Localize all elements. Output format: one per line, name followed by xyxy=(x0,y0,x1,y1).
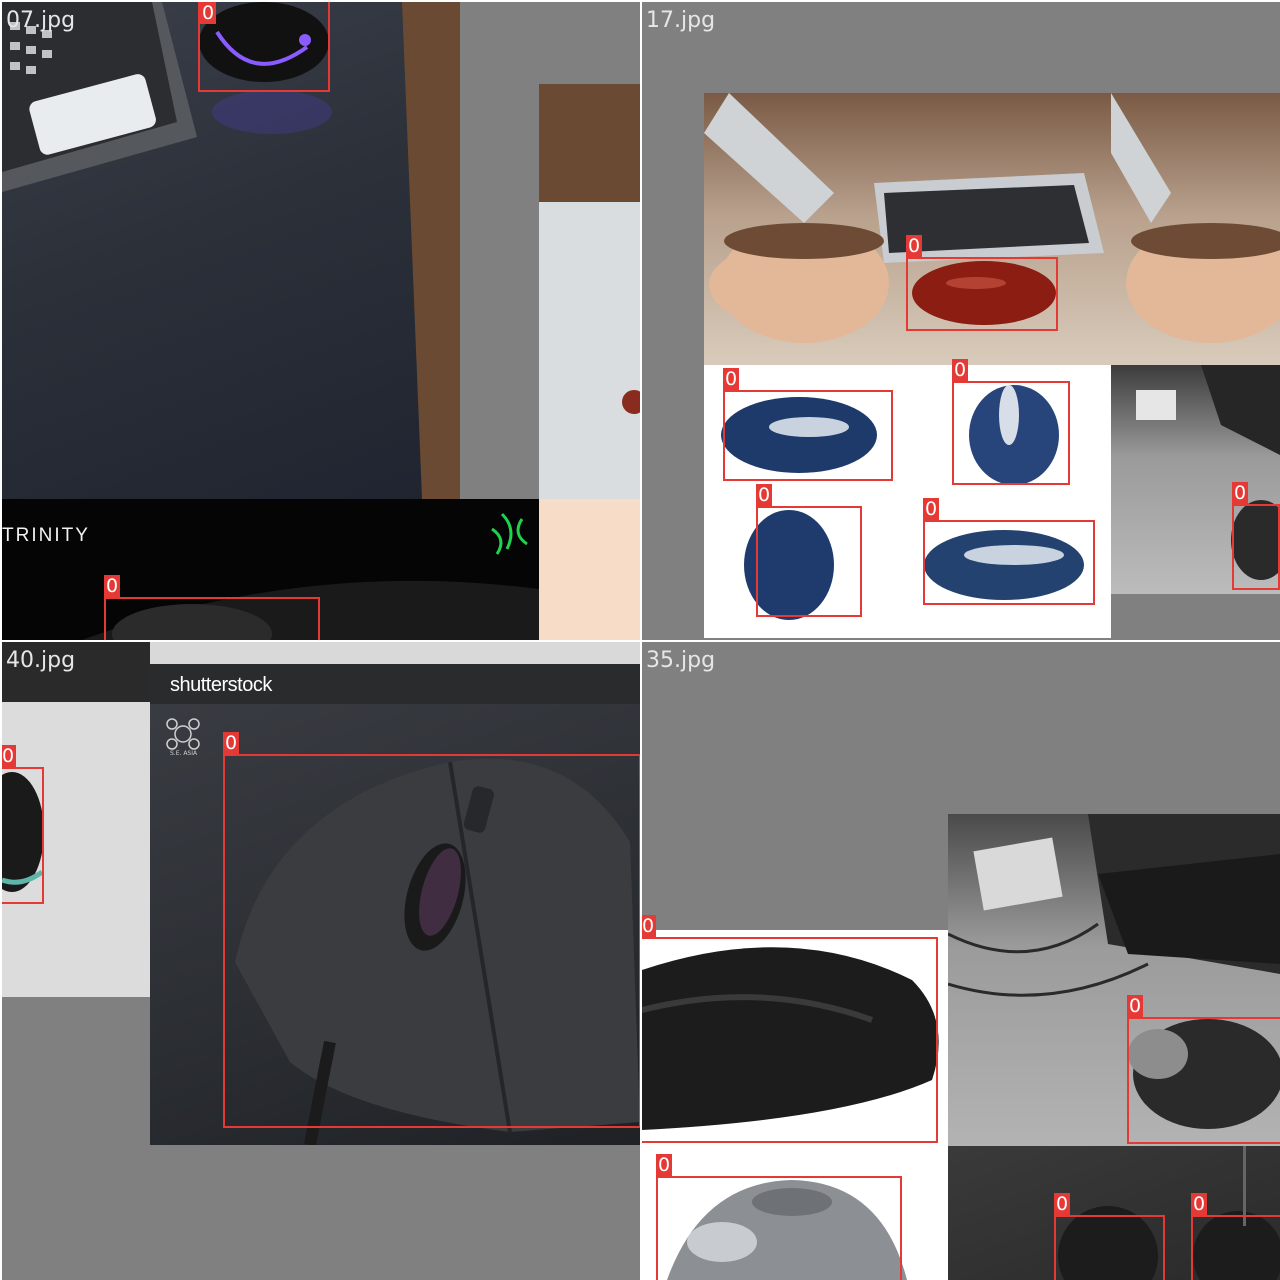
bbox-black-mouse: 0 xyxy=(223,732,640,1128)
scene-drawing xyxy=(2,2,460,499)
photo-bw-desk xyxy=(948,814,1280,1146)
image-filename: 35.jpg xyxy=(646,648,716,673)
bbox-label: 0 xyxy=(223,732,240,754)
photo-peach-strip xyxy=(539,499,640,640)
bbox-red-mouse: 0 xyxy=(906,235,1058,331)
quadrant-07: TRINITY 0 0 07.jpg xyxy=(2,2,640,640)
bbox-label: 0 xyxy=(906,235,923,257)
bbox-label: 0 xyxy=(756,484,773,506)
photo-dark-mice xyxy=(948,1146,1280,1280)
bbox-gray-mouse: 0 xyxy=(1232,482,1280,590)
overlay-brand-text: TRINITY xyxy=(2,525,90,546)
bbox-label: 0 xyxy=(642,915,657,937)
photo-black-mouse-side xyxy=(642,930,948,1142)
bbox-label: 0 xyxy=(2,745,17,767)
photo-laptop-desk-mat xyxy=(2,2,460,499)
quadrant-40: shutterstock S.E. ASIA 0 0 40.jpg xyxy=(2,642,640,1280)
logo-caption: S.E. ASIA xyxy=(170,750,198,757)
bbox-blue-mouse-1: 0 xyxy=(723,368,893,481)
photo-coffee-laptop xyxy=(704,93,1111,365)
bbox-label: 0 xyxy=(1191,1193,1208,1215)
bbox-label: 0 xyxy=(1127,995,1144,1017)
photo-gray-desk xyxy=(1111,365,1280,594)
bbox-black-mouse-side: 0 xyxy=(642,915,938,1143)
bbox-dark-mouse-1: 0 xyxy=(1054,1193,1165,1280)
logo-icon xyxy=(166,718,200,750)
bbox-blue-mouse-4: 0 xyxy=(923,498,1095,605)
quadrant-17: 0 0 0 0 0 0 17.jpg xyxy=(642,2,1280,640)
image-filename: 40.jpg xyxy=(6,648,76,673)
bbox-label: 0 xyxy=(1054,1193,1071,1215)
photo-coffee-laptop-2 xyxy=(1111,93,1280,365)
bbox-label: 0 xyxy=(952,359,969,381)
bbox-label: 0 xyxy=(723,368,740,390)
photo-razer-banner: TRINITY xyxy=(2,499,539,640)
bbox-blue-mouse-2: 0 xyxy=(952,359,1070,485)
watermark-text: shutterstock xyxy=(170,674,272,696)
bbox-label: 0 xyxy=(104,575,121,597)
bbox-mouse-left: 0 xyxy=(2,745,44,904)
quadrant-35: 0 0 0 0 0 35.jpg xyxy=(642,642,1280,1280)
photo-gray-panel xyxy=(2,642,150,997)
bbox-label: 0 xyxy=(656,1154,673,1176)
photo-black-mouse-closeup: shutterstock S.E. ASIA xyxy=(150,642,640,1145)
bbox-label: 0 xyxy=(923,498,940,520)
bbox-dark-mouse-2: 0 xyxy=(1191,1193,1280,1280)
photo-blue-mice xyxy=(704,365,1111,638)
bbox-bw-mouse: 0 xyxy=(1127,995,1280,1144)
bbox-mouse-1: 0 xyxy=(198,2,330,92)
image-filename: 17.jpg xyxy=(646,8,716,33)
photo-strip-right xyxy=(539,2,640,499)
image-filename: 07.jpg xyxy=(6,8,76,33)
photo-gray-mouse xyxy=(642,1142,948,1280)
bbox-label: 0 xyxy=(200,2,217,24)
bbox-blue-mouse-3: 0 xyxy=(756,484,862,617)
razer-logo-icon xyxy=(491,512,528,555)
bbox-mouse-2: 0 xyxy=(104,575,320,640)
bbox-label: 0 xyxy=(1232,482,1249,504)
bbox-gray-mouse: 0 xyxy=(656,1154,902,1280)
